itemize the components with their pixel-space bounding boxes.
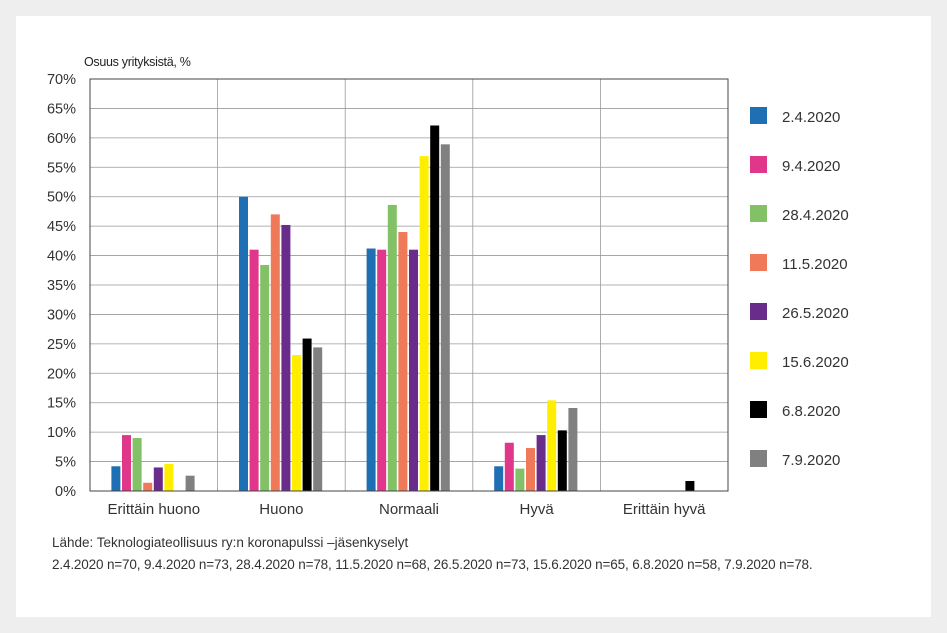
legend-label: 9.4.2020 (782, 158, 840, 175)
y-tick-label: 35% (47, 278, 76, 294)
chart-card: 0% 5% 10% 15% 20% 25% 30% 35% 40% 45% 50% 55% 60% 65%… (16, 16, 931, 617)
bar (526, 448, 535, 491)
bar (132, 438, 142, 491)
bar (143, 482, 153, 491)
bar (111, 466, 121, 491)
bar (260, 264, 270, 491)
x-tick-label: Normaali (379, 501, 439, 518)
legend-label: 26.5.2020 (782, 305, 849, 322)
y-tick-label: 40% (47, 249, 76, 265)
y-axis-label: Osuus yrityksistä, % (84, 55, 191, 69)
bar (504, 442, 514, 491)
bar (302, 338, 312, 491)
legend-swatch (750, 205, 767, 222)
bar (568, 408, 578, 491)
x-tick-label: Erittäin hyvä (623, 501, 706, 518)
y-tick-label: 20% (47, 366, 76, 382)
bar (440, 144, 450, 491)
bar (557, 430, 567, 491)
x-tick-label: Hyvä (520, 501, 555, 518)
legend-swatch (750, 156, 767, 173)
legend-swatch (750, 303, 767, 320)
bar (153, 467, 163, 491)
y-tick-label: 65% (47, 101, 76, 117)
bar (547, 400, 557, 491)
bar (536, 435, 546, 491)
bar (685, 480, 695, 491)
legend-swatch (750, 352, 767, 369)
y-tick-label: 0% (55, 484, 76, 500)
legend-swatch (750, 450, 767, 467)
legend-swatch (750, 401, 767, 418)
bar (387, 204, 397, 491)
bar (377, 249, 387, 491)
bar (292, 355, 301, 491)
bar (430, 125, 440, 492)
y-tick-label: 70% (47, 72, 76, 88)
legend-swatch (750, 107, 767, 124)
y-tick-label: 55% (47, 160, 76, 176)
bar (164, 463, 174, 491)
y-tick-label: 15% (47, 396, 76, 412)
plot-frame (89, 78, 729, 492)
legend-label: 7.9.2020 (782, 452, 840, 469)
y-tick-label: 60% (47, 131, 76, 147)
bar (398, 232, 408, 491)
bar (409, 249, 418, 491)
bar (122, 435, 131, 491)
bar (249, 249, 259, 491)
legend-label: 11.5.2020 (782, 256, 848, 273)
y-tick-label: 50% (47, 190, 76, 206)
legend-label: 2.4.2020 (782, 109, 840, 126)
bar (515, 468, 525, 491)
legend-label: 28.4.2020 (782, 207, 849, 224)
legend-label: 15.6.2020 (782, 354, 849, 371)
bar (239, 196, 248, 491)
x-tick-label: Huono (259, 501, 303, 518)
bar-chart: 0% 5% 10% 15% 20% 25% 30% 35% 40% 45% 50% 55% 60% 65%… (47, 55, 849, 518)
bar (270, 214, 280, 491)
y-tick-label: 45% (47, 219, 76, 235)
legend-label: 6.8.2020 (782, 403, 840, 420)
bar (313, 347, 323, 491)
legend-swatch (750, 254, 767, 271)
bar (494, 466, 504, 491)
sample-sizes-line: 2.4.2020 n=70, 9.4.2020 n=73, 28.4.2020 … (52, 557, 813, 572)
x-tick-label: Erittäin huono (108, 501, 201, 518)
bar (281, 224, 291, 492)
bar (419, 156, 429, 492)
bar (185, 475, 195, 491)
source-line: Lähde: Teknologiateollisuus ry:n koronap… (52, 535, 409, 550)
axes: 0% 5% 10% 15% 20% 25% 30% 35% 40% 45% 50% 55% 60% 65%… (47, 55, 729, 518)
legend: 2.4.2020 9.4.2020 28.4.2020 11.5.2020 26.5.2… (750, 107, 849, 469)
y-tick-label: 5% (55, 455, 76, 471)
bars (111, 125, 695, 492)
y-tick-label: 30% (47, 307, 76, 323)
y-tick-label: 25% (47, 337, 76, 353)
y-tick-label: 10% (47, 425, 76, 441)
bar (366, 248, 376, 491)
